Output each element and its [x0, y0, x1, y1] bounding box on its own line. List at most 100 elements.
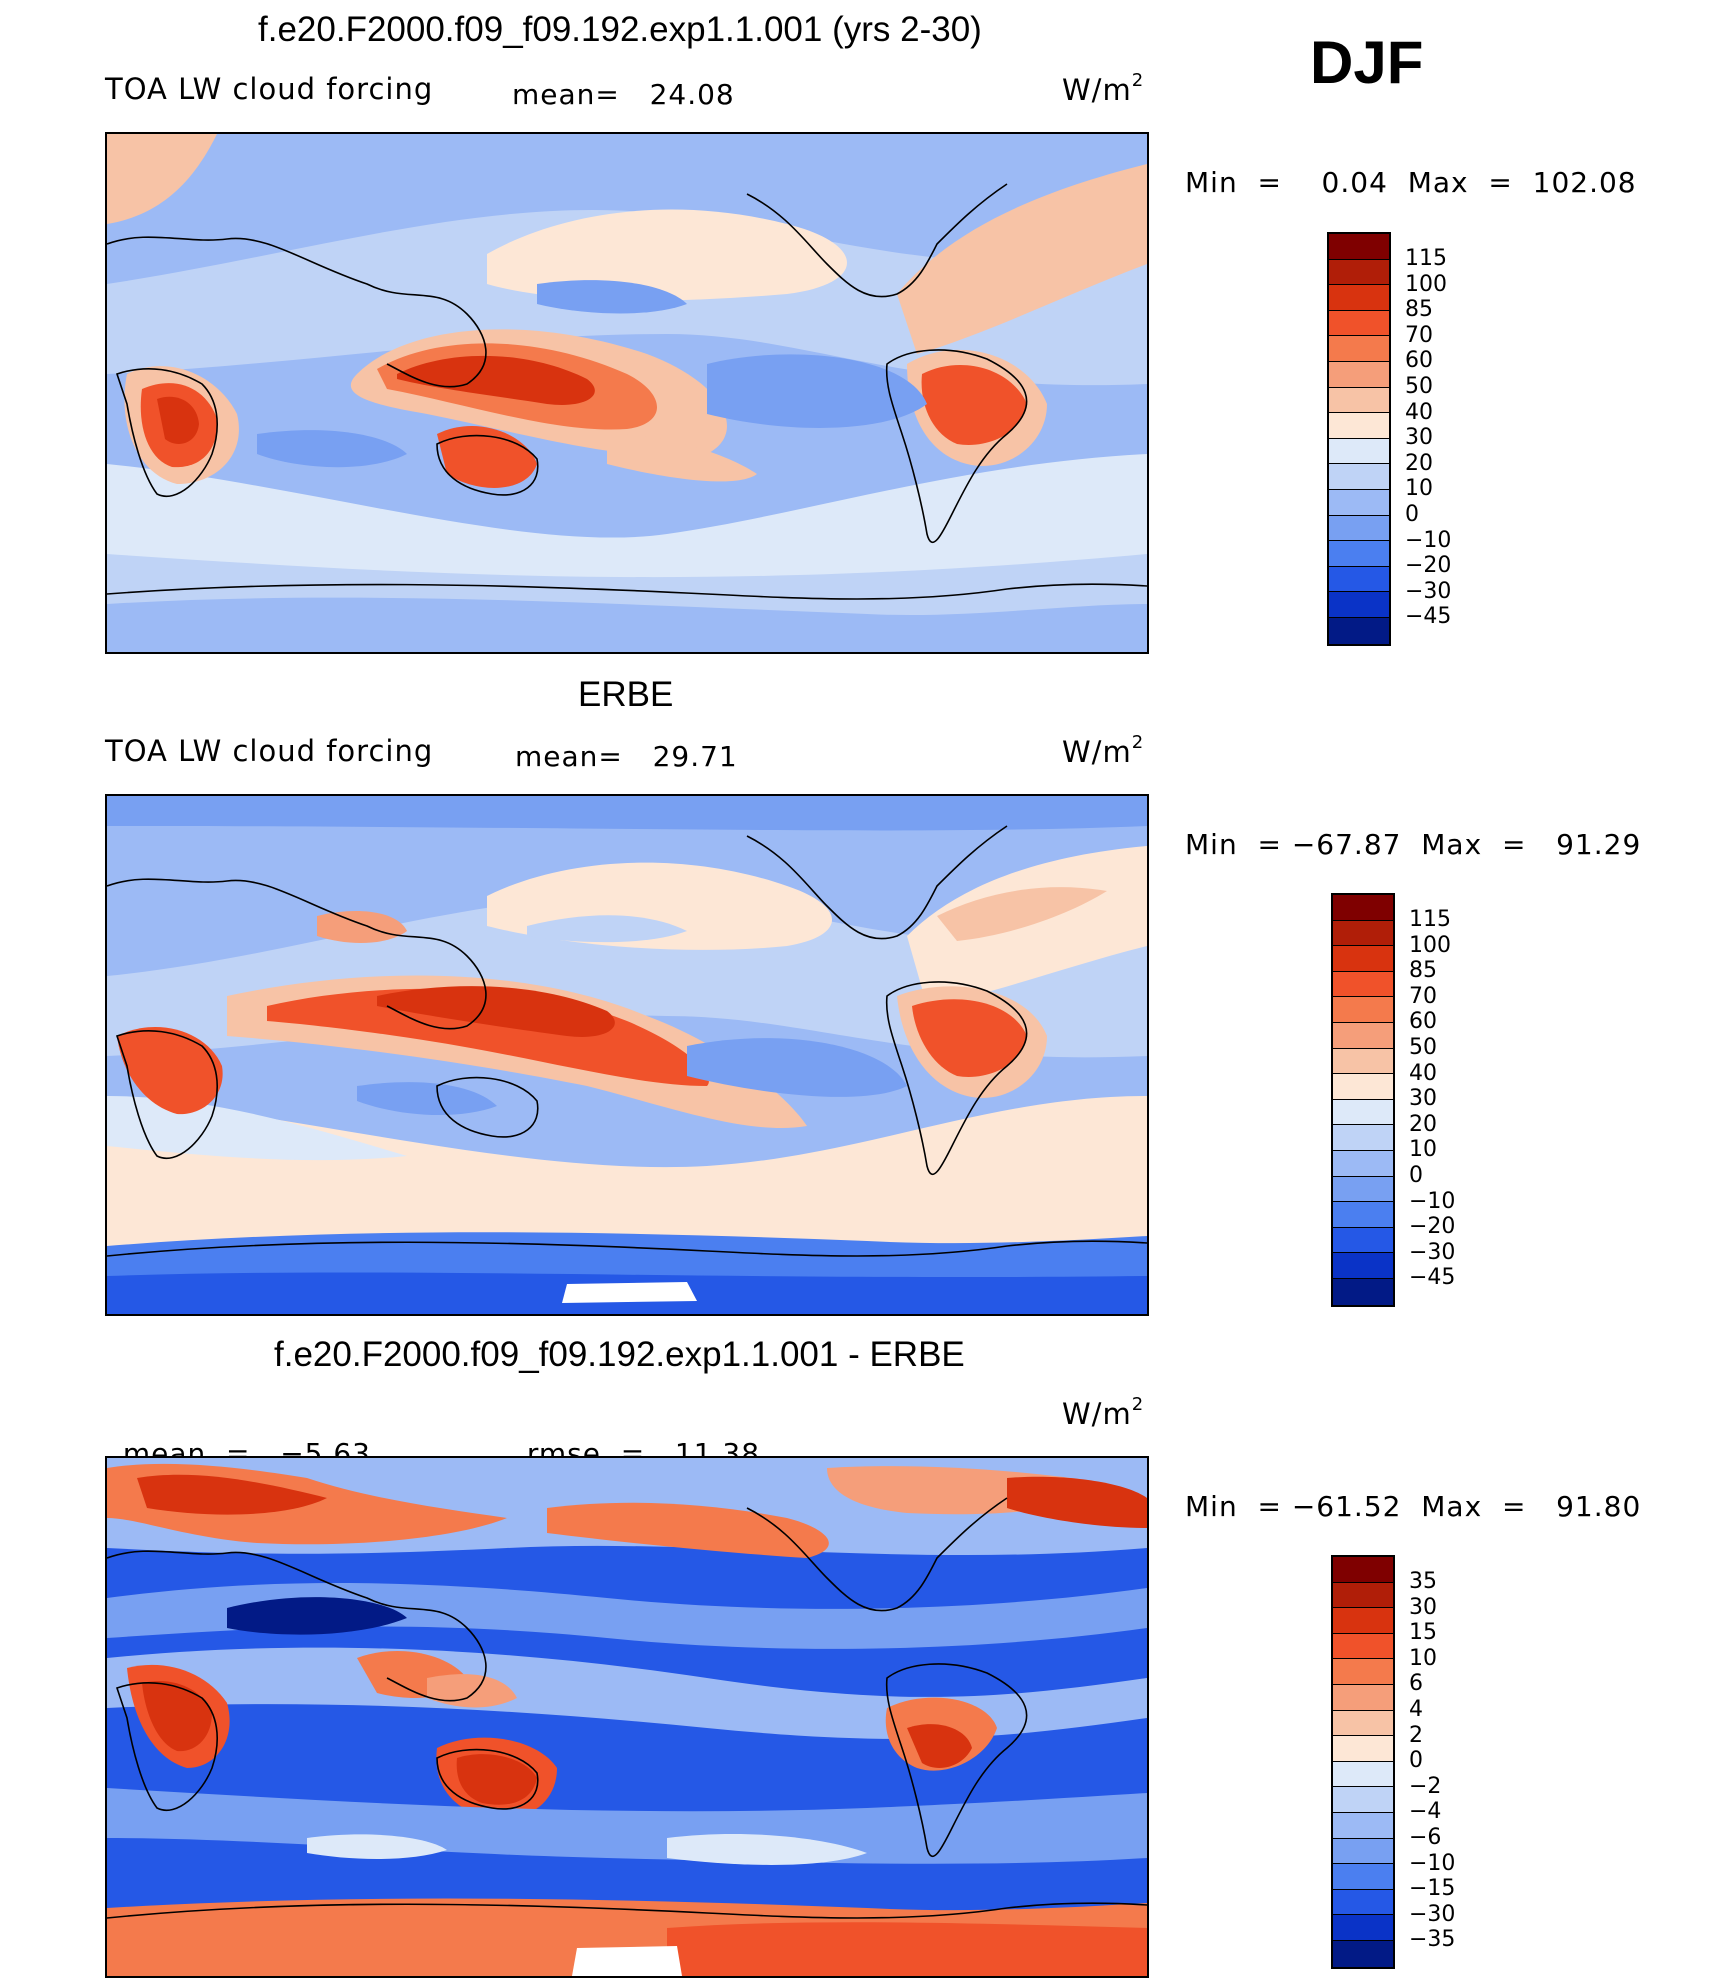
colorbar-tick: 115 — [1405, 246, 1447, 271]
colorbar-bin — [1329, 515, 1389, 542]
panel2-colorbar — [1331, 893, 1395, 1307]
panel2-minmax: Min = −67.87 Max = 91.29 — [1185, 828, 1642, 861]
panel2-units: W/m2 — [1062, 732, 1144, 769]
colorbar-tick: −45 — [1405, 604, 1452, 630]
colorbar-tick: 115 — [1409, 907, 1451, 932]
colorbar-bin — [1333, 1227, 1393, 1254]
colorbar-tick: 70 — [1409, 983, 1437, 1009]
colorbar-tick: 0 — [1409, 1162, 1423, 1188]
colorbar-bin — [1333, 920, 1393, 947]
colorbar-bin — [1333, 1915, 1393, 1941]
colorbar-bin — [1333, 1889, 1393, 1916]
panel2-mean-value: 29.71 — [652, 740, 738, 773]
panel3-map — [105, 1456, 1149, 1978]
colorbar-tick: 20 — [1405, 450, 1433, 476]
colorbar-bin — [1329, 361, 1389, 388]
panel2-colorbar-ticks: 115 100 85 70 60 50 40 30 20 10 0 −10 −2… — [1409, 907, 1455, 1291]
colorbar-bin — [1333, 1684, 1393, 1711]
colorbar-tick: 85 — [1405, 297, 1433, 323]
colorbar-bin — [1329, 438, 1389, 465]
colorbar-bin — [1333, 1761, 1393, 1788]
panel1-contour-field — [107, 134, 1147, 652]
panel1-mean-label: mean= — [512, 78, 620, 111]
panel2-map — [105, 794, 1149, 1316]
colorbar-bin — [1329, 234, 1389, 260]
colorbar-bin — [1329, 464, 1389, 490]
colorbar-bin — [1333, 1048, 1393, 1075]
colorbar-bin — [1333, 1150, 1393, 1177]
colorbar-bin — [1333, 1710, 1393, 1737]
colorbar-bin — [1333, 1838, 1393, 1865]
colorbar-tick: −2 — [1409, 1773, 1442, 1799]
colorbar-tick: 100 — [1405, 271, 1447, 297]
colorbar-bin — [1329, 310, 1389, 337]
colorbar-tick: −20 — [1405, 553, 1452, 579]
panel1-title: f.e20.F2000.f09_f09.192.exp1.1.001 (yrs … — [258, 10, 982, 49]
colorbar-tick: −35 — [1409, 1927, 1456, 1953]
panel1-colorbar — [1327, 232, 1391, 646]
panel2-mean: mean= 29.71 — [515, 740, 738, 773]
colorbar-bin — [1329, 387, 1389, 414]
units-exponent: 2 — [1131, 732, 1145, 753]
colorbar-tick: 30 — [1409, 1594, 1437, 1620]
colorbar-bin — [1333, 1557, 1393, 1583]
colorbar-tick: 100 — [1409, 932, 1451, 958]
colorbar-tick: 10 — [1409, 1645, 1437, 1671]
panel2-title: ERBE — [578, 675, 674, 714]
panel1-variable: TOA LW cloud forcing — [105, 72, 434, 106]
colorbar-tick: 10 — [1405, 476, 1433, 502]
panel1-minmax: Min = 0.04 Max = 102.08 — [1185, 166, 1637, 199]
panel1-map — [105, 132, 1149, 654]
colorbar-tick: 0 — [1405, 501, 1419, 527]
colorbar-bin — [1333, 1074, 1393, 1100]
colorbar-tick: −10 — [1405, 527, 1452, 553]
colorbar-tick: 70 — [1405, 322, 1433, 348]
colorbar-tick: −15 — [1409, 1876, 1456, 1902]
colorbar-bin — [1333, 1125, 1393, 1151]
units-base: W/m — [1062, 73, 1132, 107]
colorbar-bin — [1329, 592, 1389, 618]
colorbar-bin — [1329, 285, 1389, 311]
colorbar-tick: 6 — [1409, 1671, 1423, 1697]
colorbar-bin — [1333, 1633, 1393, 1660]
colorbar-bin — [1333, 1202, 1393, 1228]
colorbar-bin — [1329, 566, 1389, 593]
panel3-contour-field — [107, 1458, 1147, 1976]
colorbar-tick: −4 — [1409, 1799, 1442, 1825]
colorbar-bin — [1333, 1582, 1393, 1609]
colorbar-tick: 50 — [1405, 373, 1433, 399]
panel1-mean: mean= 24.08 — [512, 78, 735, 111]
colorbar-bin — [1333, 1253, 1393, 1279]
panel1-units: W/m2 — [1062, 70, 1144, 107]
colorbar-bin — [1333, 1659, 1393, 1685]
panel1-mean-value: 24.08 — [649, 78, 735, 111]
colorbar-bin — [1333, 1787, 1393, 1813]
colorbar-tick: 30 — [1405, 425, 1433, 451]
colorbar-tick: −30 — [1409, 1901, 1456, 1927]
colorbar-bin — [1333, 1940, 1393, 1967]
panel2-mean-label: mean= — [515, 740, 623, 773]
colorbar-tick: 15 — [1409, 1620, 1437, 1646]
season-label: DJF — [1310, 29, 1424, 96]
colorbar-tick: −45 — [1409, 1265, 1456, 1291]
colorbar-bin — [1333, 1022, 1393, 1049]
colorbar-bin — [1329, 336, 1389, 362]
colorbar-bin — [1333, 1608, 1393, 1634]
colorbar-tick: −10 — [1409, 1850, 1456, 1876]
colorbar-bin — [1333, 1736, 1393, 1762]
colorbar-tick: 0 — [1409, 1748, 1423, 1774]
units-exponent: 2 — [1131, 70, 1145, 91]
colorbar-bin — [1329, 259, 1389, 286]
colorbar-tick: 40 — [1405, 399, 1433, 425]
colorbar-tick: 30 — [1409, 1086, 1437, 1112]
colorbar-tick: 60 — [1405, 348, 1433, 374]
colorbar-bin — [1333, 1099, 1393, 1126]
colorbar-tick: −20 — [1409, 1214, 1456, 1240]
units-base: W/m — [1062, 1397, 1132, 1431]
colorbar-bin — [1329, 541, 1389, 567]
colorbar-tick: 50 — [1409, 1034, 1437, 1060]
panel3-units: W/m2 — [1062, 1394, 1144, 1431]
colorbar-tick: 10 — [1409, 1137, 1437, 1163]
colorbar-tick: 35 — [1409, 1569, 1437, 1594]
panel1-colorbar-ticks: 115 100 85 70 60 50 40 30 20 10 0 −10 −2… — [1405, 246, 1451, 630]
